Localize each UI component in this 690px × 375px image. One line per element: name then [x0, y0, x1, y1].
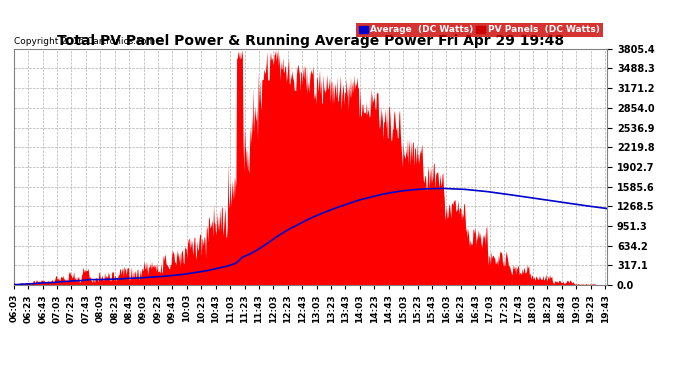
Text: Copyright 2016 Cartronics.com: Copyright 2016 Cartronics.com — [14, 38, 155, 46]
Title: Total PV Panel Power & Running Average Power Fri Apr 29 19:48: Total PV Panel Power & Running Average P… — [57, 34, 564, 48]
Legend: Average  (DC Watts), PV Panels  (DC Watts): Average (DC Watts), PV Panels (DC Watts) — [356, 22, 602, 37]
